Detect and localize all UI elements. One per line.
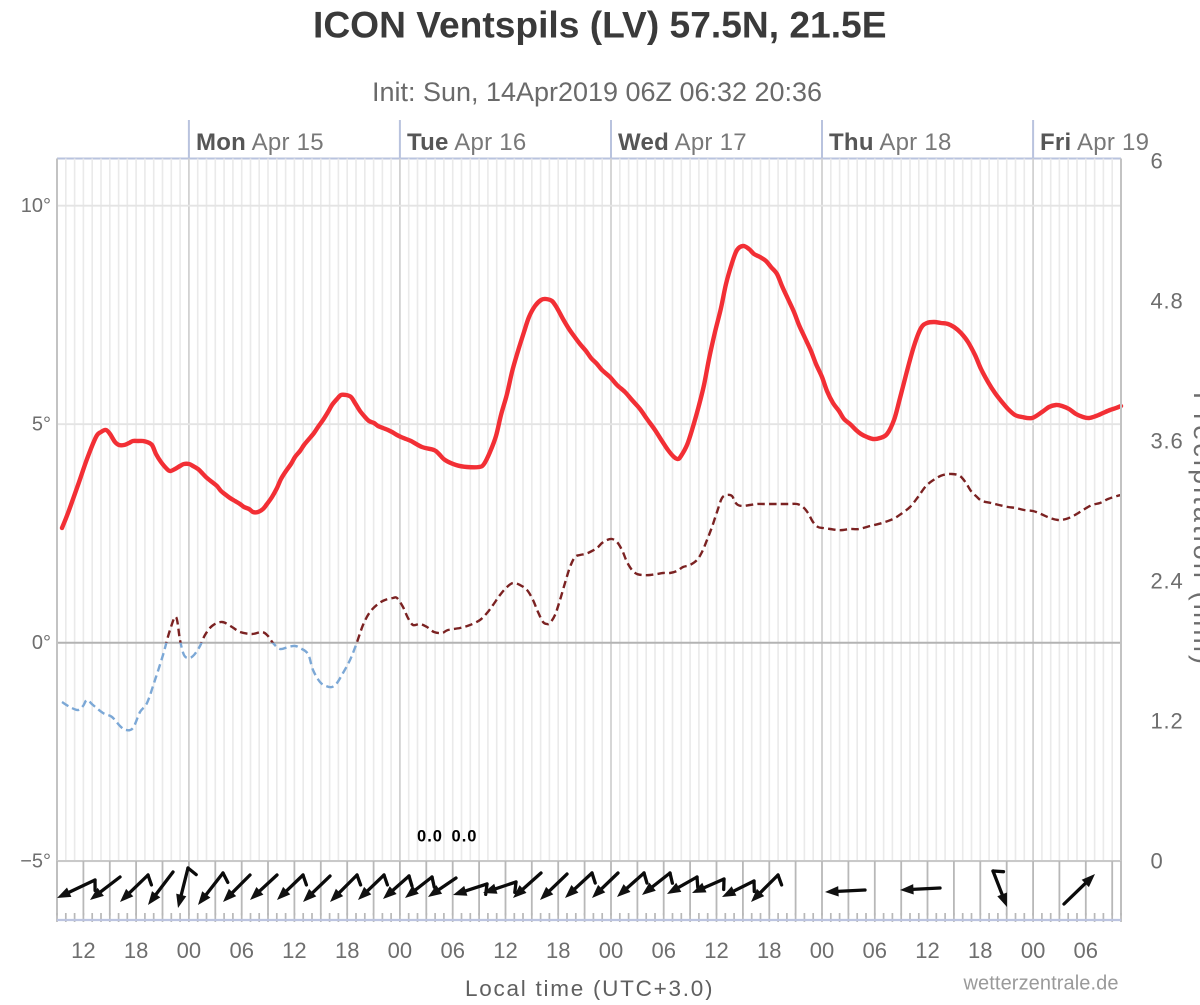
svg-text:ICON Ventspils (LV) 57.5N, 21.: ICON Ventspils (LV) 57.5N, 21.5E xyxy=(313,5,887,46)
svg-text:Precipitation (mm): Precipitation (mm) xyxy=(1188,392,1200,664)
svg-text:1.2: 1.2 xyxy=(1151,708,1184,733)
svg-text:0: 0 xyxy=(1151,848,1164,873)
svg-text:06: 06 xyxy=(863,938,887,963)
svg-text:18: 18 xyxy=(968,938,992,963)
svg-text:00: 00 xyxy=(388,938,412,963)
svg-text:Tue Apr 16: Tue Apr 16 xyxy=(407,129,526,156)
svg-text:00: 00 xyxy=(810,938,834,963)
svg-text:06: 06 xyxy=(440,938,464,963)
svg-text:18: 18 xyxy=(335,938,359,963)
svg-text:0.0: 0.0 xyxy=(452,828,478,846)
svg-text:06: 06 xyxy=(1074,938,1098,963)
svg-text:12: 12 xyxy=(282,938,306,963)
svg-text:wetterzentrale.de: wetterzentrale.de xyxy=(963,973,1119,995)
svg-text:12: 12 xyxy=(704,938,728,963)
svg-text:Local time (UTC+3.0): Local time (UTC+3.0) xyxy=(465,976,713,1000)
svg-text:0°: 0° xyxy=(32,632,51,654)
svg-text:00: 00 xyxy=(177,938,201,963)
svg-text:Mon Apr 15: Mon Apr 15 xyxy=(196,129,324,156)
svg-text:00: 00 xyxy=(599,938,623,963)
svg-text:Wed Apr 17: Wed Apr 17 xyxy=(618,129,747,156)
svg-text:12: 12 xyxy=(915,938,939,963)
svg-text:Init: Sun, 14Apr2019 06Z 06:32: Init: Sun, 14Apr2019 06Z 06:32 20:36 xyxy=(372,77,822,107)
svg-text:10°: 10° xyxy=(21,195,51,217)
svg-text:18: 18 xyxy=(546,938,570,963)
svg-text:−5°: −5° xyxy=(20,850,51,872)
svg-text:6: 6 xyxy=(1151,148,1164,173)
svg-text:00: 00 xyxy=(1021,938,1045,963)
svg-text:06: 06 xyxy=(229,938,253,963)
svg-text:18: 18 xyxy=(757,938,781,963)
svg-text:Thu Apr 18: Thu Apr 18 xyxy=(829,129,952,156)
svg-text:5°: 5° xyxy=(32,413,51,435)
svg-text:0.0: 0.0 xyxy=(417,828,443,846)
svg-text:12: 12 xyxy=(71,938,95,963)
svg-text:06: 06 xyxy=(651,938,675,963)
svg-text:3.6: 3.6 xyxy=(1151,428,1184,453)
svg-text:12: 12 xyxy=(493,938,517,963)
svg-text:4.8: 4.8 xyxy=(1151,288,1184,313)
svg-text:Fri Apr 19: Fri Apr 19 xyxy=(1040,129,1149,156)
svg-text:2.4: 2.4 xyxy=(1151,568,1184,593)
svg-text:18: 18 xyxy=(124,938,148,963)
